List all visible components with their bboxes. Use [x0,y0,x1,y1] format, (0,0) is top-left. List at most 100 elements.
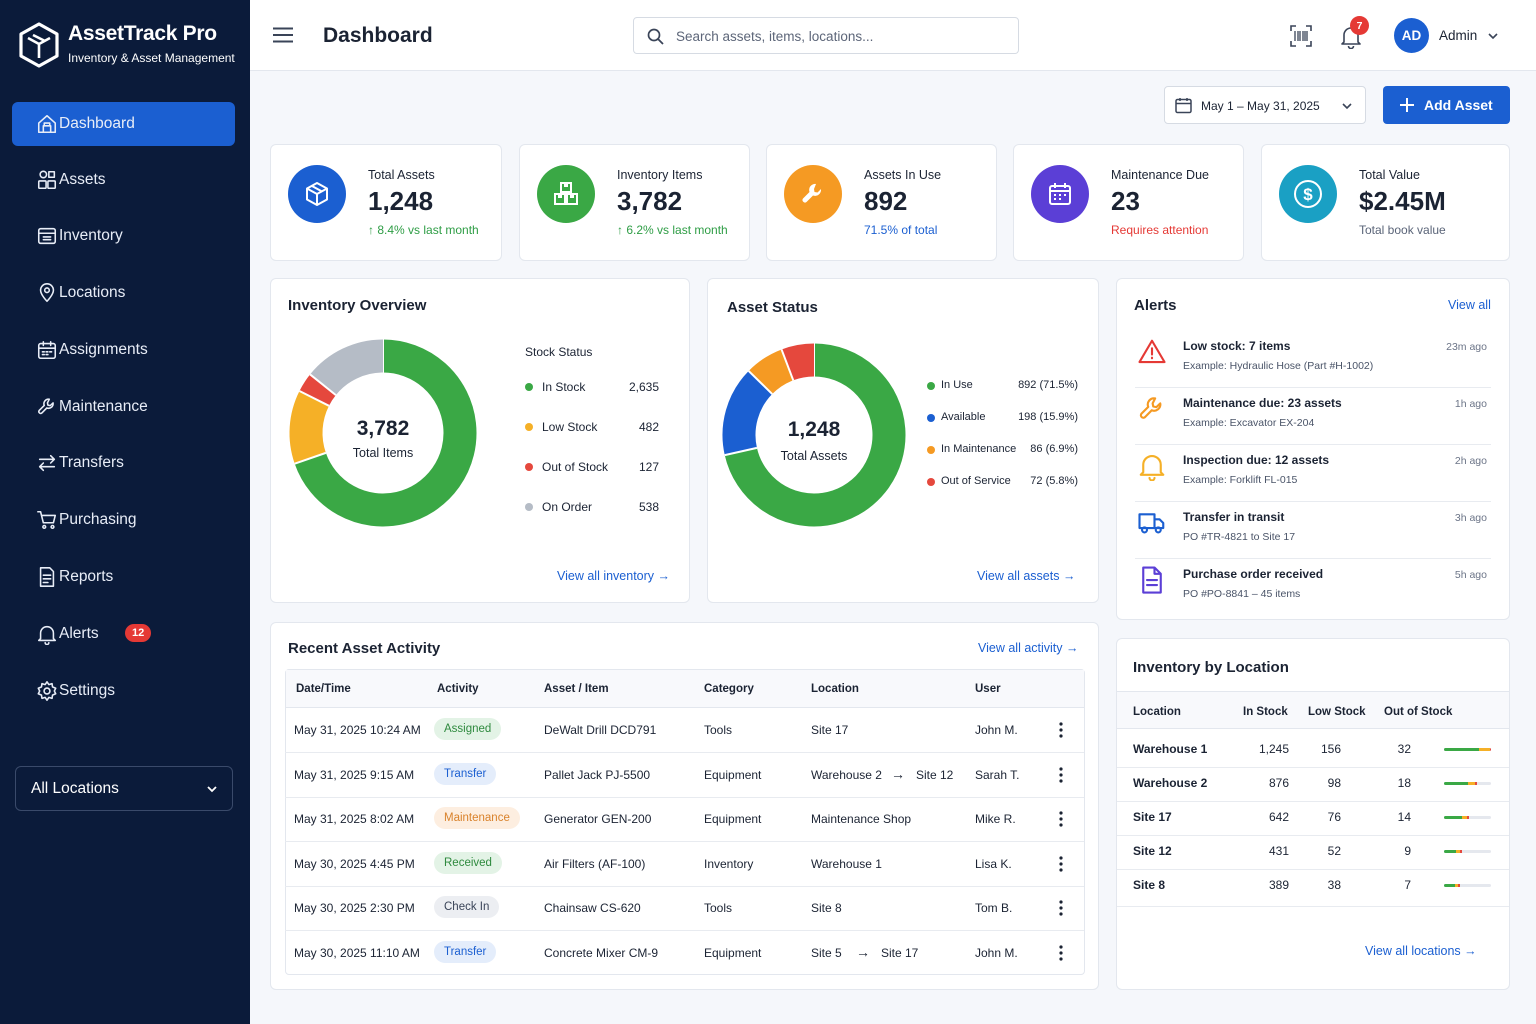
search-input[interactable]: Search assets, items, locations... [633,17,1019,54]
legend-swatch [525,423,533,431]
sidebar-item-transfers[interactable]: Transfers [12,441,235,485]
asset-status-card: Asset Status 1,248 Total Assets View all… [707,278,1099,603]
activity-status-badge: Received [434,851,502,874]
donut-slice-separator [309,373,337,396]
legend-swatch [927,382,935,390]
legend-label: Out of Service [941,475,1011,487]
inventory-total-value: 3,782 [356,417,410,440]
sidebar-item-assignments[interactable]: Assignments [12,328,235,372]
column-header: Activity [437,683,479,695]
svg-text:$: $ [1303,185,1313,204]
sidebar-item-alerts[interactable]: Alerts 12 [12,612,235,656]
plus-icon [1400,98,1414,112]
alert-item[interactable]: Transfer in transit PO #TR-4821 to Site … [1135,502,1491,559]
column-header: Location [811,683,859,695]
asset-status-title: Asset Status [727,299,818,316]
top-header: Dashboard Search assets, items, location… [250,0,1536,71]
kpi-card-total-assets[interactable]: Total Assets 1,248 ↑ 8.4% vs last month [270,144,502,261]
sidebar-item-reports[interactable]: Reports [12,555,235,599]
barcode-scan-icon[interactable] [1290,25,1312,47]
out-of-stock-count: 32 [1397,742,1411,756]
legend-label: Out of Stock [542,460,609,474]
row-divider [285,885,1084,887]
chevron-down-icon[interactable] [1488,31,1498,41]
kpi-label: Total Assets [368,168,435,182]
view-all-inventory-link[interactable]: View all inventory → [557,569,670,583]
view-all-locations-link[interactable]: View all locations → [1365,944,1477,958]
divider [1117,906,1509,907]
bar-in-stock [1444,850,1457,853]
sidebar-item-label: Locations [59,284,126,301]
low-stock-count: 52 [1327,844,1341,858]
legend-label: On Order [542,500,593,514]
sidebar-item-assets[interactable]: Assets [12,158,235,202]
sidebar-item-dashboard[interactable]: Dashboard [12,102,235,146]
sidebar-item-inventory[interactable]: Inventory [12,214,235,258]
hamburger-menu-icon[interactable] [273,27,293,43]
view-all-activity-link[interactable]: View all activity → [978,641,1079,655]
kpi-card-inventory-items[interactable]: Inventory Items 3,782 ↑ 6.2% vs last mon… [519,144,750,261]
sidebar-item-maintenance[interactable]: Maintenance [12,385,235,429]
more-options-icon[interactable] [1054,766,1068,784]
view-all-assets-link[interactable]: View all assets → [977,569,1075,583]
low-stock-count: 156 [1320,742,1341,756]
column-header: Location [1133,706,1181,718]
view-all-alerts-link[interactable]: View all [1448,298,1491,312]
alert-item[interactable]: Maintenance due: 23 assets Example: Exca… [1135,388,1491,445]
more-options-icon[interactable] [1054,810,1068,828]
bar-in-stock [1444,748,1479,751]
stock-status-title: Stock Status [525,345,593,359]
arrow-right-icon: → [1066,641,1079,655]
alert-item[interactable]: Low stock: 7 items Example: Hydraulic Ho… [1135,331,1491,388]
asset-name: Pallet Jack PJ-5500 [544,767,651,782]
alert-detail: Example: Excavator EX-204 [1183,417,1315,429]
page-title: Dashboard [323,24,433,47]
in-stock-count: 431 [1268,844,1289,858]
alert-item[interactable]: Inspection due: 12 assets Example: Forkl… [1135,445,1491,502]
inventory-total-label: Total Items [352,446,414,460]
search-placeholder: Search assets, items, locations... [676,29,874,44]
location-name: Site 17 [1133,810,1172,824]
sidebar-item-label: Dashboard [59,115,135,132]
user-name: Lisa K. [975,856,1012,871]
more-options-icon[interactable] [1054,944,1068,962]
kpi-label: Total Value [1359,168,1420,182]
location-name: Site 12 [1133,844,1172,858]
inventory-overview-title: Inventory Overview [288,297,427,314]
location-from: Warehouse 1 [811,856,882,871]
kpi-card-assets-in-use[interactable]: Assets In Use 892 71.5% of total [766,144,997,261]
sidebar-item-label: Purchasing [59,511,137,528]
more-options-icon[interactable] [1054,721,1068,739]
legend-value: 538 [638,500,659,514]
alert-item[interactable]: Purchase order received PO #PO-8841 – 45… [1135,559,1491,616]
kpi-subtext: Total book value [1359,223,1446,237]
legend-value: 198 (15.9%) [1018,411,1078,423]
asset-name: Generator GEN-200 [544,812,652,827]
user-name[interactable]: Admin [1439,28,1478,43]
activity-status-badge: Assigned [434,718,502,740]
kpi-value: 1,248 [368,186,434,216]
asset-name: Air Filters (AF-100) [544,856,646,871]
asset-category: Equipment [704,812,762,827]
date-range-picker[interactable]: May 1 – May 31, 2025 [1164,86,1366,124]
legend-label: Available [941,411,986,423]
more-options-icon[interactable] [1054,855,1068,873]
sidebar-item-purchasing[interactable]: Purchasing [12,498,235,542]
avatar[interactable]: AD [1394,18,1429,53]
stock-level-bar [1444,816,1491,819]
location-select[interactable]: All Locations [15,766,233,811]
view-all-activity-label: View all activity [978,641,1063,655]
more-options-icon[interactable] [1054,899,1068,917]
donut-slice-in-use [724,343,906,527]
add-asset-button[interactable]: Add Asset [1383,86,1510,124]
kpi-card-total-value[interactable]: $ Total Value $2.45M Total book value [1261,144,1510,261]
add-asset-label: Add Asset [1424,97,1493,113]
asset-category: Tools [704,723,733,737]
kpi-label: Assets In Use [864,168,942,182]
stock-level-bar [1444,748,1491,751]
sidebar-item-locations[interactable]: Locations [12,271,235,315]
kpi-value: 23 [1111,186,1140,216]
row-divider [285,841,1084,843]
kpi-card-maintenance-due[interactable]: Maintenance Due 23 Requires attention [1013,144,1244,261]
sidebar-item-settings[interactable]: Settings [12,669,235,713]
